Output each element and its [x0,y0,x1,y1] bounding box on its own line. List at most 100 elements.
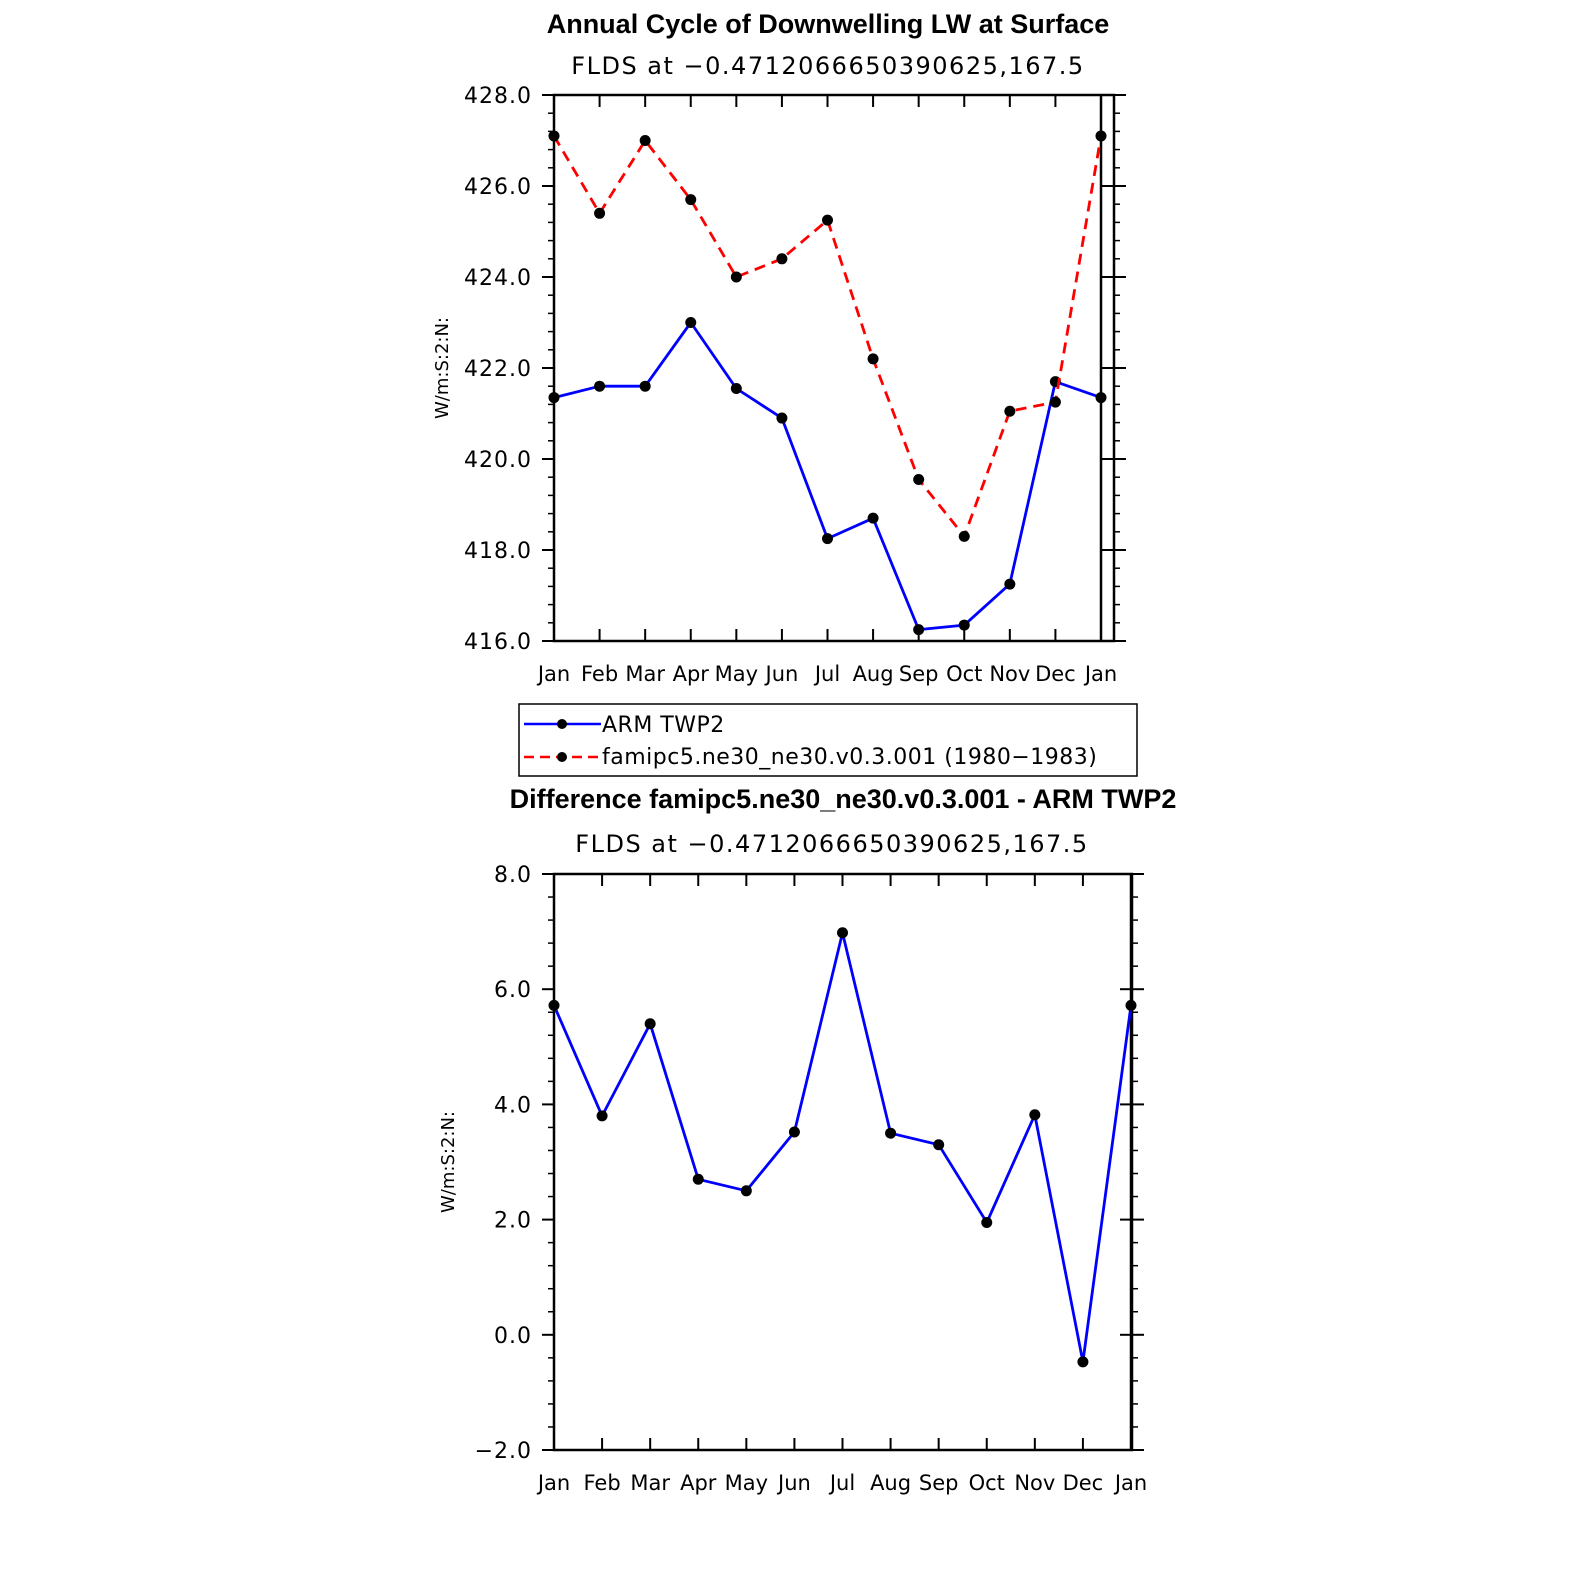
data-point [639,380,651,392]
data-point [1004,405,1016,417]
x-tick-label: Jan [536,662,570,686]
x-tick-labels: Jan Feb Mar Apr May Jun Jul Aug Sep Oct Nov Dec Jan [536,1471,1147,1495]
x-tick-label: Sep [919,1471,959,1495]
data-point [596,1110,608,1122]
y-tick-label: 420.0 [464,448,532,473]
data-point [788,1126,800,1138]
chart-subtitle: FLDS at −0.4712066650390625,167.5 [571,52,1084,80]
x-tick-label: Oct [969,1471,1005,1495]
x-tick-label: Mar [630,1471,670,1495]
x-tick-label: Nov [1014,1471,1055,1495]
y-tick-label: 6.0 [494,978,532,1003]
x-tick-label: Sep [899,662,939,686]
x-tick-label: Nov [989,662,1030,686]
y-tick-labels: −2.0 0.0 2.0 4.0 6.0 8.0 [475,863,532,1464]
data-point [958,619,970,631]
data-point [594,380,606,392]
data-point [1029,1109,1041,1121]
x-tick-label: Jan [536,1471,570,1495]
y-tick-label: 418.0 [464,539,532,564]
data-point [981,1216,993,1228]
legend-label-arm-twp2: ARM TWP2 [602,713,725,738]
data-point [548,999,560,1011]
series-layer [548,130,1107,636]
y-axis-label: W/m:S:2:N: [438,1111,459,1213]
data-point [822,533,833,545]
x-tick-label: Jan [1113,1471,1147,1495]
x-tick-label: Dec [1035,662,1076,686]
data-point [685,194,697,206]
data-point [776,253,788,265]
data-point [913,473,925,485]
data-point [639,135,651,146]
x-tick-label: Aug [853,662,894,686]
plot-frame [552,93,1116,643]
y-tick-label: 4.0 [494,1093,532,1118]
series-line [553,321,1102,631]
data-point [730,271,742,283]
y-tick-label: 428.0 [464,84,532,109]
series-layer [548,927,1137,1368]
data-point [837,927,848,939]
y-tick-label: 422.0 [464,357,532,382]
y-tick-labels: 416.0 418.0 420.0 422.0 424.0 426.0 428.0 [464,84,532,655]
data-point [958,530,970,542]
annual-cycle-chart: Annual Cycle of Downwelling LW at Surfac… [432,9,1126,686]
x-tick-label: Jul [828,1471,855,1495]
axis-ticks [542,94,1126,642]
data-point [685,317,697,328]
y-tick-label: −2.0 [475,1439,532,1464]
axis-ticks [542,873,1144,1451]
x-tick-label: Apr [680,1471,717,1495]
data-point [1077,1356,1089,1368]
data-point [913,624,925,636]
legend-entry-famipc5: famipc5.ne30_ne30.v0.3.001 (1980−1983) [524,745,1097,770]
data-point [1095,130,1107,142]
legend-box [518,703,1138,777]
x-tick-label: Feb [583,1471,620,1495]
data-point [594,207,606,219]
data-point [692,1173,704,1185]
x-tick-label: Dec [1063,1471,1104,1495]
y-tick-label: 8.0 [494,863,532,888]
data-point [1125,999,1137,1011]
legend-label-famipc5: famipc5.ne30_ne30.v0.3.001 (1980−1983) [602,745,1097,770]
data-point [644,1018,656,1030]
data-point [548,392,560,404]
data-point [867,353,879,365]
data-point [822,214,833,226]
y-tick-label: 424.0 [464,266,532,291]
x-tick-labels: Jan Feb Mar Apr May Jun Jul Aug Sep Oct Nov Dec Jan [536,662,1117,686]
x-tick-label: May [725,1471,768,1495]
data-point [1049,396,1061,408]
data-point [740,1185,752,1197]
y-tick-label: 426.0 [464,175,532,200]
data-point [548,130,560,142]
x-tick-label: Aug [870,1471,911,1495]
series-line [552,135,1103,538]
x-tick-label: Feb [581,662,618,686]
data-point [1095,392,1107,404]
difference-chart: Difference famipc5.ne30_ne30.v0.3.001 - … [438,784,1176,1495]
legend-marker-famipc5 [557,752,567,762]
legend-marker-arm-twp2 [557,719,567,729]
data-point [1004,578,1016,590]
data-point [730,382,742,394]
x-tick-label: Apr [673,662,710,686]
y-tick-label: 2.0 [494,1209,532,1234]
y-axis-label: W/m:S:2:N: [432,317,453,419]
data-point [867,512,879,524]
legend-entry-arm-twp2: ARM TWP2 [524,713,725,738]
chart-title: Annual Cycle of Downwelling LW at Surfac… [547,9,1110,39]
x-tick-label: Jul [813,662,840,686]
chart-title: Difference famipc5.ne30_ne30.v0.3.001 - … [510,784,1177,814]
chart-subtitle: FLDS at −0.4712066650390625,167.5 [575,830,1088,858]
x-tick-label: Jun [776,1471,811,1495]
x-tick-label: Mar [625,662,665,686]
y-tick-label: 0.0 [494,1324,532,1349]
x-tick-label: May [715,662,758,686]
legend: ARM TWP2 famipc5.ne30_ne30.v0.3.001 (198… [518,703,1138,777]
y-tick-label: 416.0 [464,630,532,655]
data-point [885,1127,897,1139]
